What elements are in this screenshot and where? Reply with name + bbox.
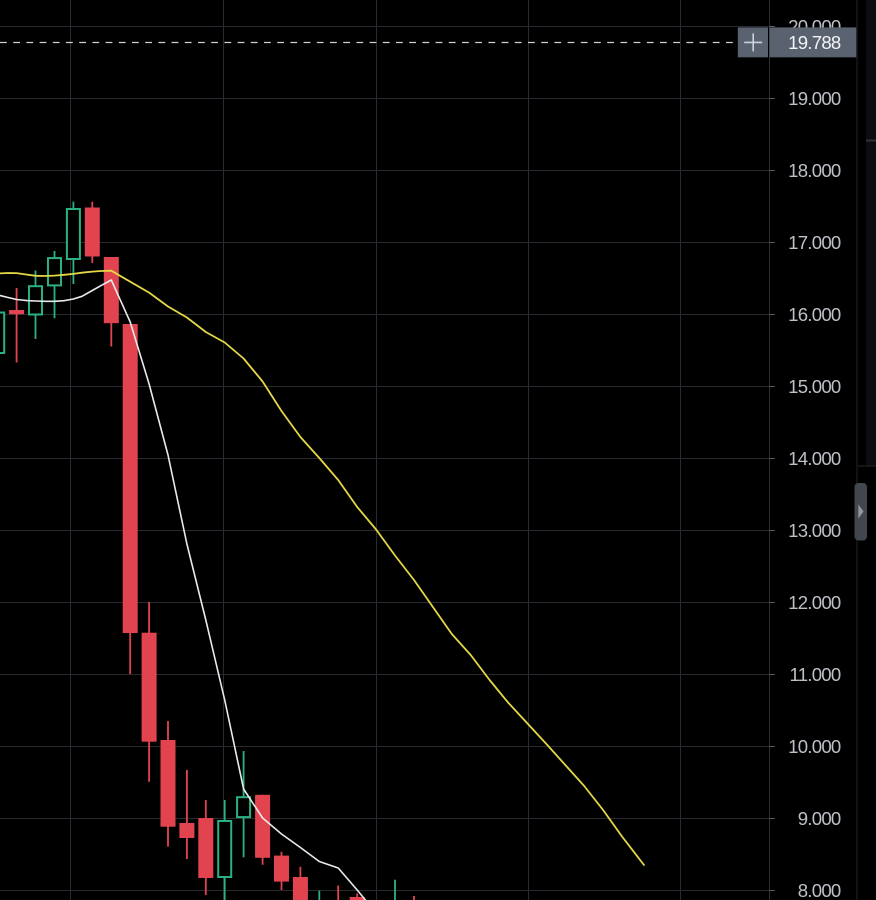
svg-text:10.000: 10.000 <box>788 736 841 757</box>
svg-text:17.000: 17.000 <box>788 232 841 253</box>
svg-text:13.000: 13.000 <box>788 520 841 541</box>
svg-text:9.000: 9.000 <box>798 808 841 829</box>
svg-text:14.000: 14.000 <box>788 448 841 469</box>
svg-text:19.000: 19.000 <box>788 88 841 109</box>
svg-text:11.000: 11.000 <box>790 664 841 685</box>
svg-text:8.000: 8.000 <box>798 880 841 900</box>
svg-text:15.000: 15.000 <box>788 376 841 397</box>
svg-text:18.000: 18.000 <box>788 160 841 181</box>
svg-text:19.788: 19.788 <box>788 32 841 53</box>
svg-text:16.000: 16.000 <box>788 304 841 325</box>
svg-text:12.000: 12.000 <box>788 592 841 613</box>
